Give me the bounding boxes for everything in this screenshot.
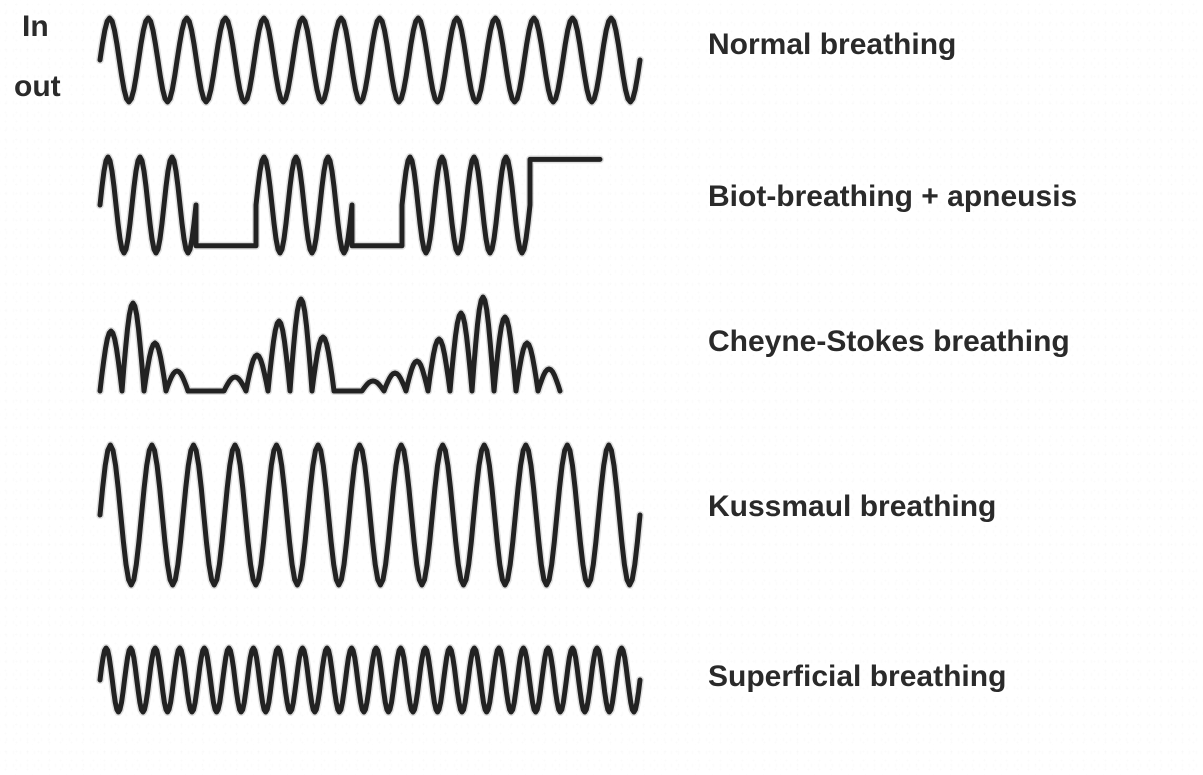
axis-in-label: In (22, 10, 49, 44)
breathing-patterns-figure: In out Normal breathing Biot-breathing +… (0, 0, 1203, 775)
superficial-label: Superficial breathing (708, 660, 1006, 694)
biot-wave (100, 150, 640, 260)
cheyne-stokes-wave (100, 295, 640, 405)
axis-out-label: out (14, 70, 61, 104)
kussmaul-label: Kussmaul breathing (708, 490, 996, 524)
superficial-wave (100, 640, 640, 730)
cheyne-stokes-label: Cheyne-Stokes breathing (708, 325, 1070, 359)
biot-label: Biot-breathing + apneusis (708, 180, 1077, 214)
normal-label: Normal breathing (708, 28, 956, 62)
normal-wave (100, 10, 640, 110)
kussmaul-wave (100, 440, 640, 600)
